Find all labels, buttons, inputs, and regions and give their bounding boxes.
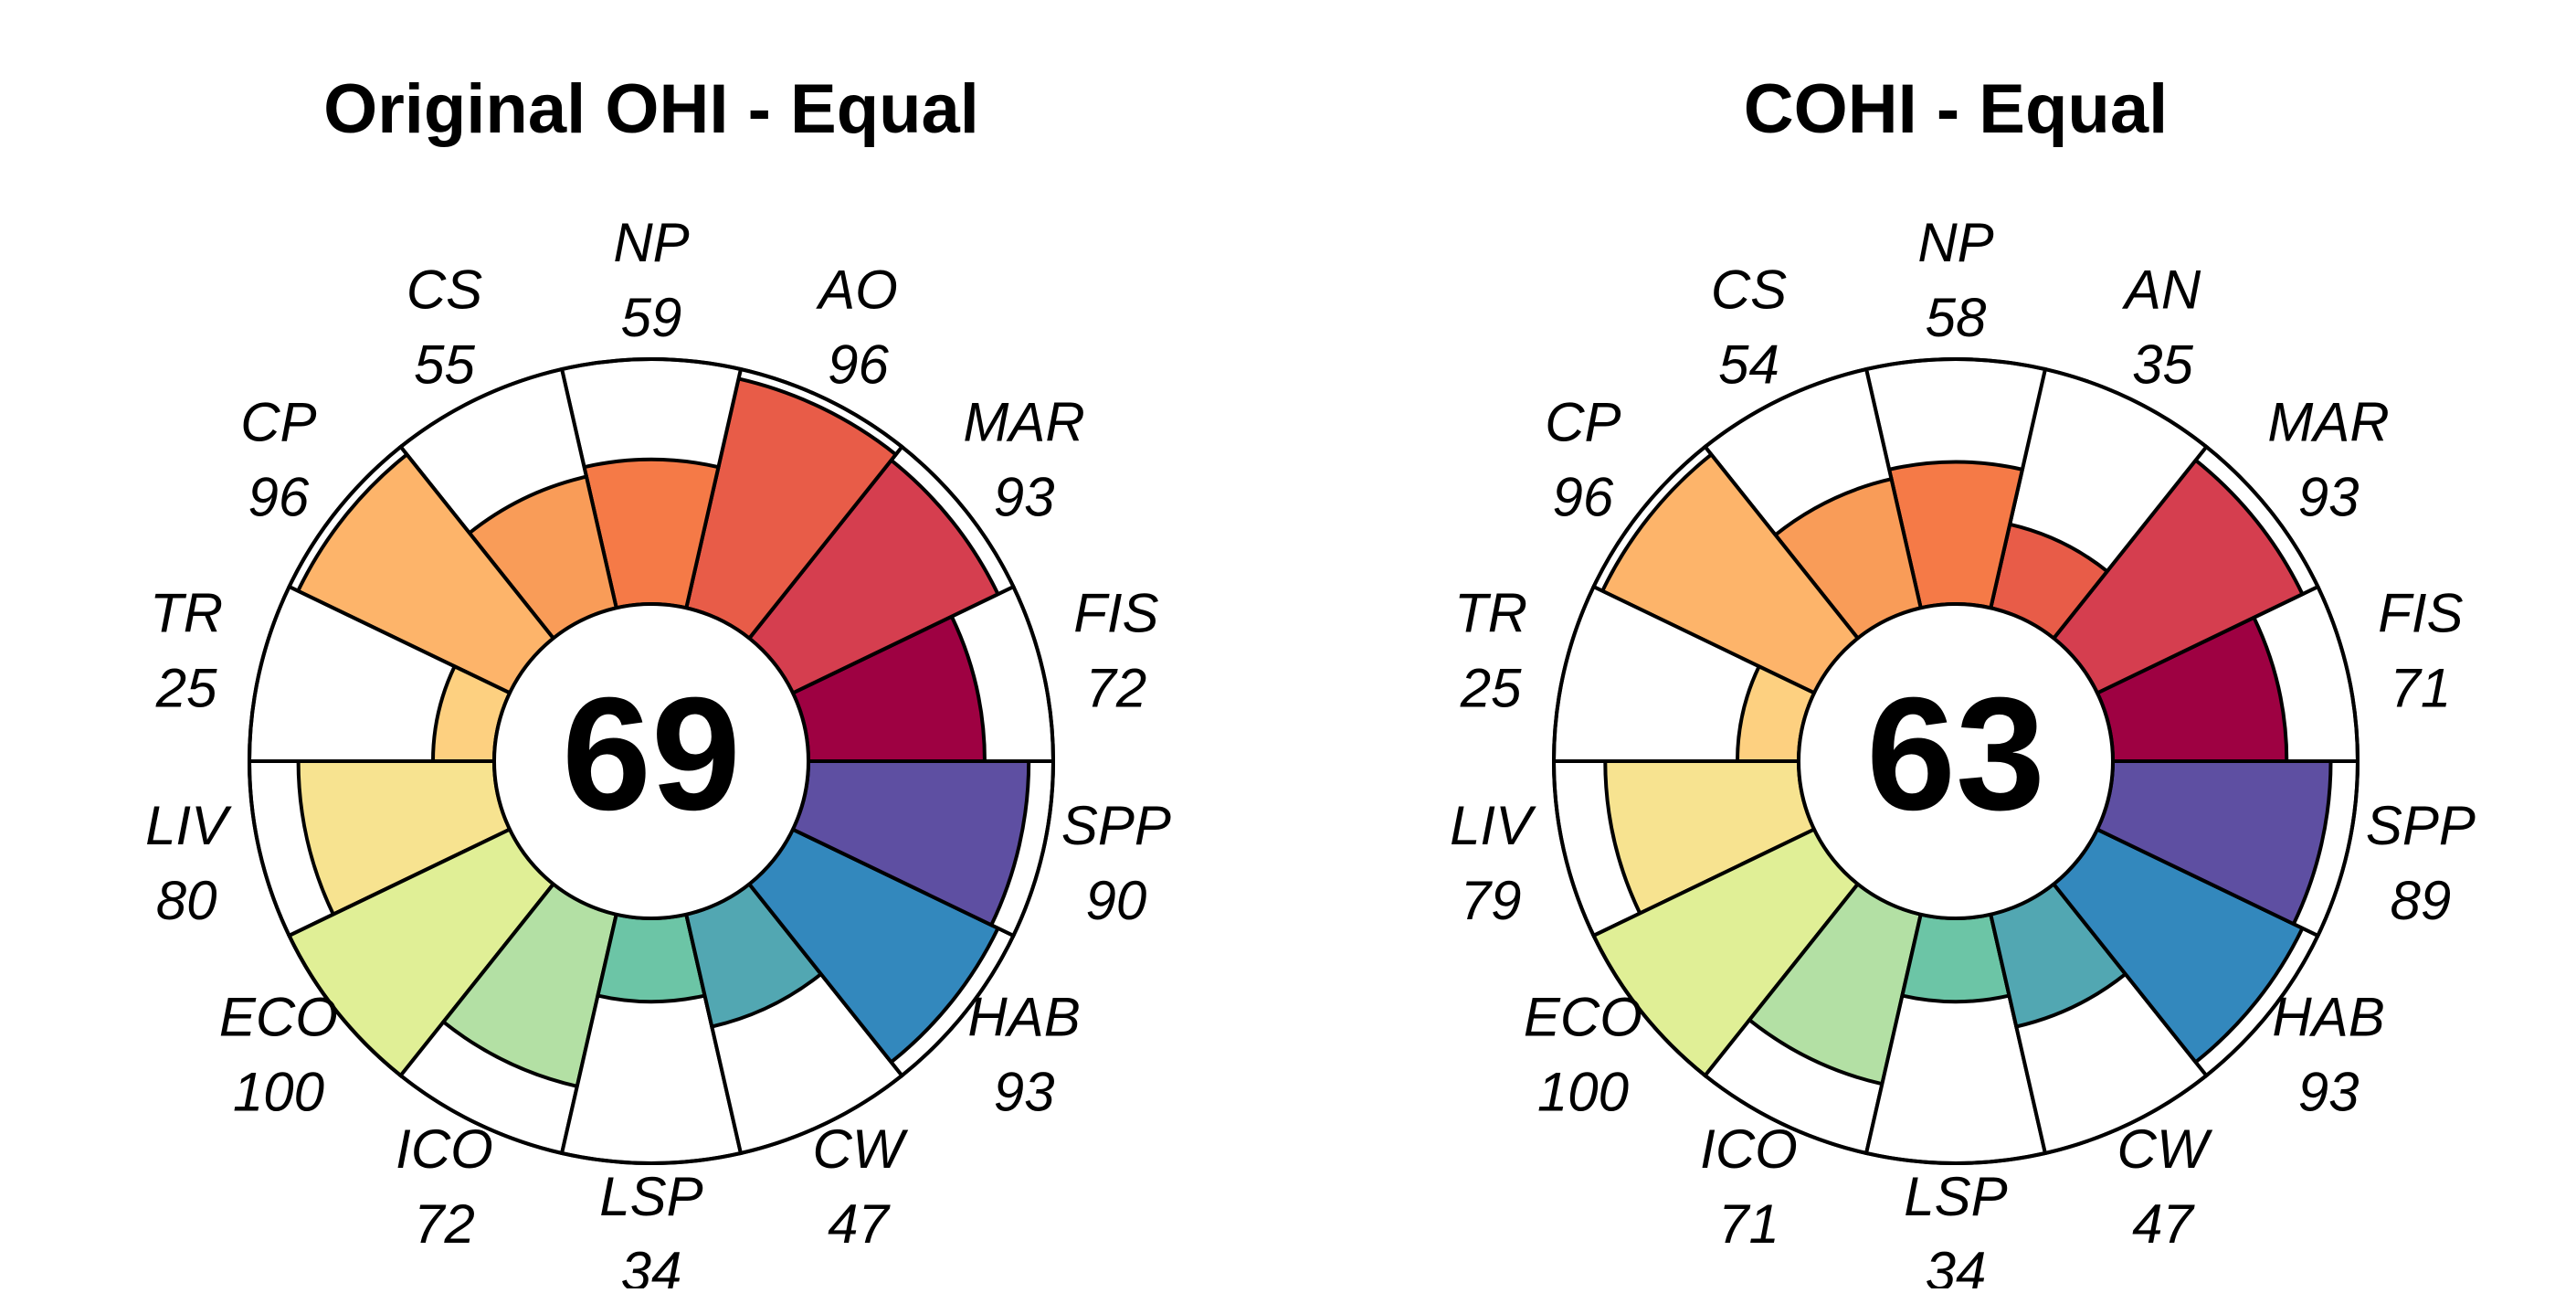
petal-label-np: NP	[613, 212, 689, 273]
petal-value-spp: 89	[2391, 870, 2452, 931]
petal-label-fis: FIS	[2378, 583, 2463, 644]
petal-label-cp: CP	[1545, 391, 1621, 452]
petal-value-fis: 71	[2391, 658, 2452, 719]
petal-label-ico: ICO	[396, 1118, 493, 1180]
petal-value-np: 58	[1926, 287, 1987, 348]
petal-label-tr: TR	[1454, 583, 1527, 644]
petal-value-ao: 96	[828, 334, 889, 396]
petal-label-cs: CS	[406, 260, 482, 321]
center-score: 69	[562, 664, 741, 843]
petal-value-tr: 25	[155, 658, 217, 719]
petal-label-np: NP	[1917, 212, 1993, 273]
petal-value-hab: 93	[994, 1061, 1055, 1122]
petal-label-tr: TR	[150, 583, 223, 644]
petal-value-liv: 79	[1461, 870, 1522, 931]
petal-value-spp: 90	[1086, 870, 1147, 931]
petal-label-spp: SPP	[1061, 795, 1171, 856]
petal-value-cs: 54	[1718, 334, 1779, 396]
petal-value-cp: 96	[1553, 466, 1614, 527]
petal-label-cp: CP	[240, 391, 316, 452]
petal-value-np: 59	[621, 287, 682, 348]
petal-value-ico: 72	[414, 1193, 475, 1255]
petal-value-cw: 47	[828, 1193, 891, 1255]
petal-value-ico: 71	[1718, 1193, 1779, 1255]
chart-title: Original OHI - Equal	[323, 70, 979, 148]
petal-value-lsp: 34	[621, 1241, 682, 1288]
petal-label-cw: CW	[813, 1118, 909, 1180]
flower-plot-2: COHI - Equal FIS 71 MAR 93 AN 35 NP 58 CS 54 CP 96 TR…	[1450, 70, 2476, 1293]
petal-value-an: 35	[2132, 334, 2193, 396]
petal-label-hab: HAB	[2272, 986, 2384, 1047]
petal-value-mar: 93	[994, 466, 1055, 527]
petal-label-ico: ICO	[1700, 1118, 1798, 1180]
petal-label-liv: LIV	[145, 795, 232, 856]
petal-value-eco: 100	[233, 1061, 324, 1122]
petal-label-eco: ECO	[1524, 986, 1642, 1047]
petal-label-cs: CS	[1711, 260, 1787, 321]
petal-label-eco: ECO	[219, 986, 338, 1047]
petal-label-mar: MAR	[963, 391, 1084, 452]
petal-label-mar: MAR	[2267, 391, 2389, 452]
petal-value-liv: 80	[156, 870, 217, 931]
petal-value-hab: 93	[2298, 1061, 2360, 1122]
petal-value-eco: 100	[1537, 1061, 1629, 1122]
petal-value-cs: 55	[414, 334, 475, 396]
petal-value-mar: 93	[2298, 466, 2360, 527]
petal-label-liv: LIV	[1450, 795, 1536, 856]
petal-value-cp: 96	[248, 466, 310, 527]
chart-title: COHI - Equal	[1744, 70, 2168, 148]
petal-value-cw: 47	[2132, 1193, 2195, 1255]
petal-label-lsp: LSP	[599, 1166, 702, 1227]
flower-plot-1: Original OHI - Equal FIS 72 MAR 93 AO 96 NP 59 CS…	[145, 70, 1171, 1293]
petal-value-lsp: 34	[1926, 1241, 1987, 1288]
petal-label-ao: AO	[816, 260, 898, 321]
petal-label-hab: HAB	[967, 986, 1080, 1047]
petal-value-tr: 25	[1460, 658, 1522, 719]
petal-value-fis: 72	[1086, 658, 1147, 719]
petal-label-an: AN	[2122, 260, 2201, 321]
center-score: 63	[1866, 664, 2045, 843]
petal-label-cw: CW	[2117, 1118, 2213, 1180]
petal-label-lsp: LSP	[1904, 1166, 2007, 1227]
petal-label-fis: FIS	[1073, 583, 1158, 644]
petal-label-spp: SPP	[2366, 795, 2476, 856]
